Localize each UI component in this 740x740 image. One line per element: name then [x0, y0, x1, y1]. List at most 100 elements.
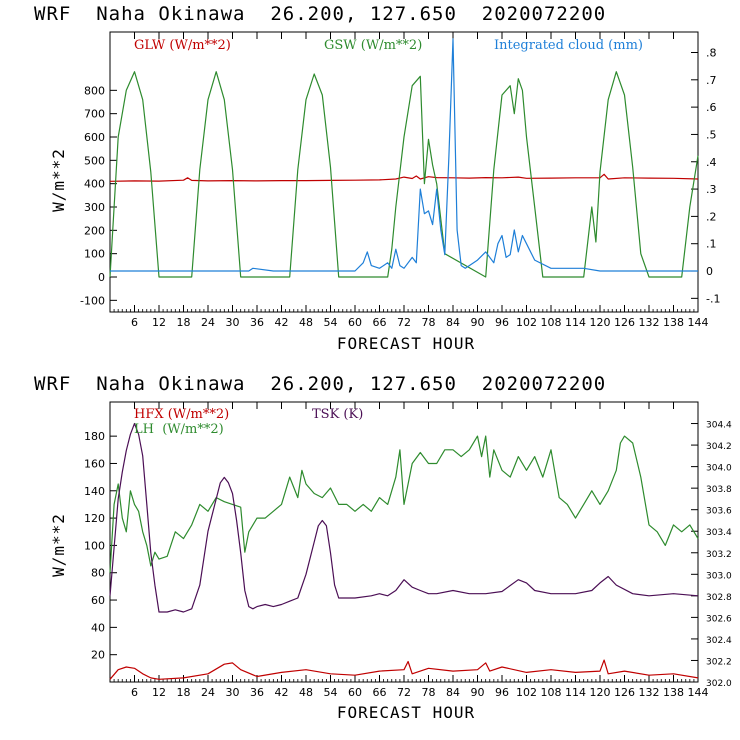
x-tick-label: 30: [226, 316, 240, 329]
y-tick-label: 40: [91, 621, 105, 634]
x-tick-label: 60: [348, 686, 362, 699]
x-tick-label: 84: [446, 316, 460, 329]
chart1-ticks: 6 12 18 24 30 36 42 48 54 60 66 72 78 84 90 96 102 108 114…: [80, 32, 720, 329]
y2-tick-label: 304.0: [706, 464, 732, 474]
chart2-legend-hfx: HFX (W/m**2): [134, 407, 229, 422]
y2-tick-label: 304.4: [706, 421, 732, 431]
x-tick-label: 126: [614, 686, 635, 699]
x-tick-label: 24: [201, 316, 215, 329]
y-tick-label: 60: [91, 594, 105, 607]
y2-tick-label: .4: [706, 156, 717, 169]
chart2-xlabel: FORECAST HOUR: [337, 703, 475, 722]
y2-tick-label: 302.0: [706, 679, 732, 689]
series-line-hfx: [109, 659, 699, 680]
chart1-frame: [109, 31, 699, 313]
chart2-title: WRF Naha Okinawa 26.200, 127.650 2020072…: [34, 373, 606, 395]
chart1-legend-gsw: GSW (W/m**2): [324, 38, 422, 53]
x-tick-label: 54: [324, 316, 338, 329]
x-tick-label: 18: [177, 316, 191, 329]
y-tick-label: 140: [84, 485, 105, 498]
x-tick-label: 48: [299, 686, 313, 699]
chart1-series: [109, 38, 699, 278]
y-tick-label: 700: [84, 108, 105, 121]
y2-tick-label: 302.6: [706, 614, 732, 624]
y2-tick-label: .7: [706, 74, 717, 87]
y2-tick-label: 0: [706, 265, 713, 278]
series-line-integrated: [110, 38, 698, 272]
x-tick-label: 102: [516, 686, 537, 699]
y2-tick-label: -.1: [706, 292, 720, 305]
x-tick-label: 42: [275, 316, 289, 329]
y2-tick-label: 303.4: [706, 528, 732, 538]
y2-tick-label: 303.0: [706, 571, 732, 581]
y-tick-label: 800: [84, 84, 105, 97]
y2-tick-label: .3: [706, 183, 717, 196]
y-tick-label: 300: [84, 201, 105, 214]
y2-tick-label: 303.6: [706, 507, 732, 517]
y2-tick-label: 302.2: [706, 657, 732, 667]
y-tick-label: 80: [91, 567, 105, 580]
y-tick-label: 100: [84, 539, 105, 552]
x-tick-label: 114: [565, 686, 586, 699]
x-tick-label: 30: [226, 686, 240, 699]
x-tick-label: 108: [541, 686, 562, 699]
x-tick-label: 96: [495, 686, 509, 699]
x-tick-label: 120: [590, 686, 611, 699]
x-tick-label: 132: [639, 316, 660, 329]
y2-tick-label: 302.4: [706, 636, 732, 646]
x-tick-label: 96: [495, 316, 509, 329]
x-tick-label: 42: [275, 686, 289, 699]
x-tick-label: 66: [373, 316, 387, 329]
y-tick-label: 100: [84, 248, 105, 261]
x-tick-label: 138: [663, 686, 684, 699]
x-tick-label: 72: [397, 686, 411, 699]
y2-tick-label: .8: [706, 46, 717, 59]
x-tick-label: 72: [397, 316, 411, 329]
y2-tick-label: .5: [706, 128, 717, 141]
x-tick-label: 36: [250, 686, 264, 699]
x-tick-label: 12: [152, 686, 166, 699]
chart2-legend-lh: LH (W/m**2): [134, 422, 224, 437]
series-line-lh: [109, 435, 699, 573]
x-tick-label: 60: [348, 316, 362, 329]
x-tick-label: 78: [422, 316, 436, 329]
x-tick-label: 12: [152, 316, 166, 329]
x-tick-label: 132: [639, 686, 660, 699]
series-line-glw: [109, 173, 699, 182]
y2-tick-label: .1: [706, 238, 717, 251]
y2-tick-label: 303.2: [706, 550, 732, 560]
y-tick-label: 160: [84, 457, 105, 470]
chart1-ylabel: W/m**2: [49, 148, 68, 212]
x-tick-label: 54: [324, 686, 338, 699]
x-tick-label: 66: [373, 686, 387, 699]
y-tick-label: 400: [84, 178, 105, 191]
series-line-tsk: [109, 422, 699, 613]
x-tick-label: 24: [201, 686, 215, 699]
x-tick-label: 6: [131, 316, 138, 329]
x-tick-label: 36: [250, 316, 264, 329]
y2-tick-label: .6: [706, 101, 717, 114]
chart1-legend-cloud: Integrated cloud (mm): [494, 38, 643, 53]
chart1-xlabel: FORECAST HOUR: [337, 334, 475, 353]
chart1-title: WRF Naha Okinawa 26.200, 127.650 2020072…: [34, 3, 606, 25]
y2-tick-label: 303.8: [706, 485, 732, 495]
x-tick-label: 114: [565, 316, 586, 329]
y2-tick-label: 304.2: [706, 442, 732, 452]
x-tick-label: 144: [688, 316, 709, 329]
y-tick-label: 500: [84, 154, 105, 167]
y-tick-label: -100: [80, 294, 105, 307]
x-tick-label: 102: [516, 316, 537, 329]
x-tick-label: 18: [177, 686, 191, 699]
x-tick-label: 6: [131, 686, 138, 699]
x-tick-label: 48: [299, 316, 313, 329]
y-tick-label: 180: [84, 430, 105, 443]
x-tick-label: 90: [471, 316, 485, 329]
chart2-ticks: 6 12 18 24 30 36 42 48 54 60 66 72 78 84 90 96 102 108 114…: [84, 402, 732, 699]
x-tick-label: 126: [614, 316, 635, 329]
x-tick-label: 120: [590, 316, 611, 329]
y-tick-label: 200: [84, 224, 105, 237]
x-tick-label: 144: [688, 686, 709, 699]
y-tick-label: 0: [98, 271, 105, 284]
chart2-series: [109, 422, 699, 680]
